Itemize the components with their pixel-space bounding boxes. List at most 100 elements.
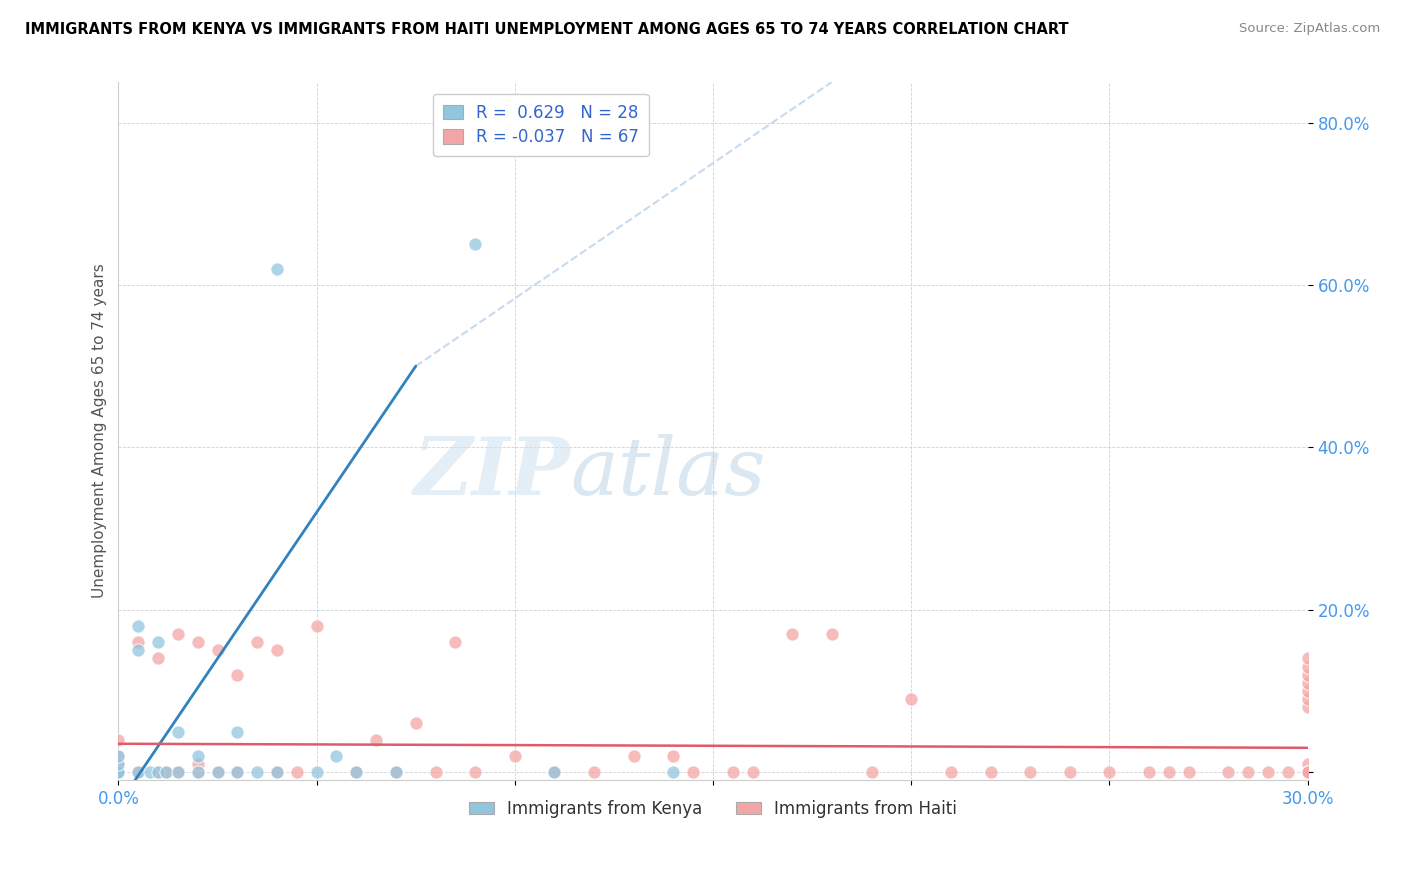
Point [464, 237, 486, 252]
Point [107, 765, 129, 780]
Point [155, 765, 177, 780]
Point [1296, 676, 1319, 690]
Point [155, 765, 177, 780]
Point [425, 765, 447, 780]
Point [266, 643, 288, 657]
Text: atlas: atlas [571, 434, 766, 512]
Point [1296, 700, 1319, 714]
Point [1257, 765, 1279, 780]
Point [900, 692, 922, 706]
Point [226, 667, 249, 681]
Point [405, 716, 427, 731]
Point [385, 765, 408, 780]
Point [1296, 692, 1319, 706]
Point [266, 765, 288, 780]
Point [107, 757, 129, 772]
Text: IMMIGRANTS FROM KENYA VS IMMIGRANTS FROM HAITI UNEMPLOYMENT AMONG AGES 65 TO 74 : IMMIGRANTS FROM KENYA VS IMMIGRANTS FROM… [25, 22, 1069, 37]
Text: ZIP: ZIP [413, 434, 571, 512]
Point [107, 748, 129, 763]
Y-axis label: Unemployment Among Ages 65 to 74 years: Unemployment Among Ages 65 to 74 years [93, 264, 107, 599]
Point [167, 627, 190, 641]
Point [107, 732, 129, 747]
Point [543, 765, 565, 780]
Point [107, 765, 129, 780]
Point [167, 765, 190, 780]
Point [305, 765, 328, 780]
Point [444, 635, 467, 649]
Point [344, 765, 367, 780]
Point [1059, 765, 1081, 780]
Point [207, 765, 229, 780]
Point [107, 765, 129, 780]
Point [1296, 757, 1319, 772]
Point [662, 748, 685, 763]
Point [146, 765, 169, 780]
Point [1296, 765, 1319, 780]
Point [366, 732, 388, 747]
Point [127, 765, 149, 780]
Point [682, 765, 704, 780]
Point [1019, 765, 1042, 780]
Point [1137, 765, 1160, 780]
Point [246, 765, 269, 780]
Point [325, 748, 347, 763]
Point [662, 765, 685, 780]
Point [1296, 667, 1319, 681]
Point [1296, 659, 1319, 673]
Point [1157, 765, 1180, 780]
Point [1277, 765, 1299, 780]
Point [344, 765, 367, 780]
Point [583, 765, 606, 780]
Point [107, 757, 129, 772]
Point [146, 635, 169, 649]
Point [1296, 684, 1319, 698]
Point [980, 765, 1002, 780]
Point [226, 765, 249, 780]
Point [207, 643, 229, 657]
Point [226, 724, 249, 739]
Point [127, 635, 149, 649]
Point [782, 627, 804, 641]
Point [821, 627, 844, 641]
Point [1098, 765, 1121, 780]
Point [305, 619, 328, 633]
Point [246, 635, 269, 649]
Point [285, 765, 308, 780]
Point [127, 765, 149, 780]
Point [107, 748, 129, 763]
Point [860, 765, 883, 780]
Point [207, 765, 229, 780]
Point [1296, 651, 1319, 665]
Point [107, 765, 129, 780]
Point [187, 765, 209, 780]
Point [1218, 765, 1240, 780]
Point [127, 643, 149, 657]
Point [939, 765, 962, 780]
Point [1296, 765, 1319, 780]
Point [503, 748, 526, 763]
Point [187, 765, 209, 780]
Point [1296, 765, 1319, 780]
Point [167, 724, 190, 739]
Point [1177, 765, 1199, 780]
Point [1296, 765, 1319, 780]
Point [127, 619, 149, 633]
Point [146, 651, 169, 665]
Point [266, 261, 288, 276]
Point [167, 765, 190, 780]
Point [543, 765, 565, 780]
Point [187, 748, 209, 763]
Point [187, 635, 209, 649]
Text: Source: ZipAtlas.com: Source: ZipAtlas.com [1240, 22, 1381, 36]
Point [266, 765, 288, 780]
Point [741, 765, 763, 780]
Point [1237, 765, 1260, 780]
Point [139, 765, 162, 780]
Point [385, 765, 408, 780]
Point [187, 757, 209, 772]
Point [464, 765, 486, 780]
Point [226, 765, 249, 780]
Point [623, 748, 645, 763]
Legend: Immigrants from Kenya, Immigrants from Haiti: Immigrants from Kenya, Immigrants from H… [463, 793, 963, 824]
Point [721, 765, 744, 780]
